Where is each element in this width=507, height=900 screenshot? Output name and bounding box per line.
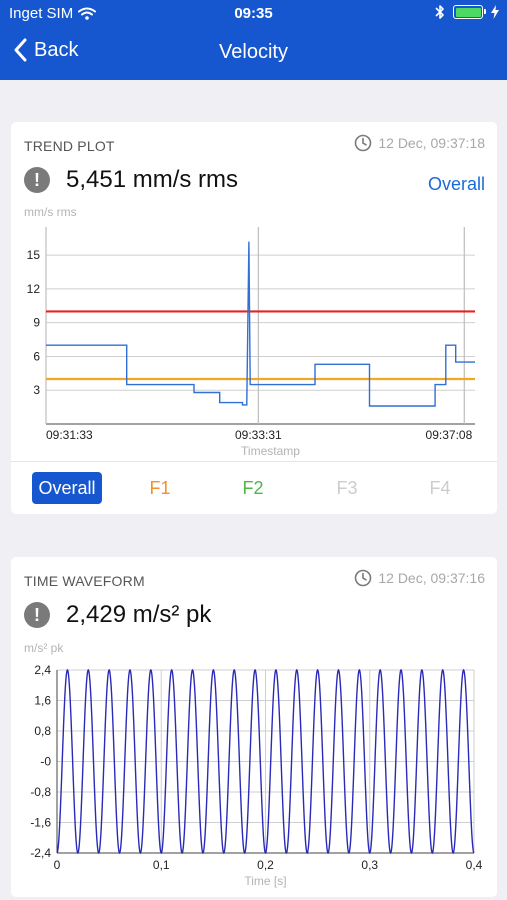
waveform-series-line xyxy=(56,668,475,855)
overall-link[interactable]: Overall xyxy=(427,174,485,194)
x-tick-label: 0,1 xyxy=(153,858,170,872)
waveform-value-row: ! 2,429 m/s² pk xyxy=(24,601,211,629)
trend-value: 5,451 mm/s rms xyxy=(66,166,239,193)
back-button[interactable]: Back xyxy=(14,38,78,62)
page-title: Velocity xyxy=(219,41,288,63)
waveform-chart[interactable]: 2,4 1,6 0,8 -0 -0,8 -1,6 -2,40 0,1 0,2 0,3 0,4 Time… xyxy=(11,657,497,897)
y-tick-label: 0,8 xyxy=(34,724,51,738)
x-tick-label: 09:37:08 xyxy=(426,428,473,442)
y-tick-label: 2,4 xyxy=(34,663,51,677)
y-tick-label: 6 xyxy=(33,349,40,363)
waveform-header: TIME WAVEFORM xyxy=(24,573,145,589)
tab-overall[interactable]: Overall xyxy=(32,472,102,504)
trend-series-line xyxy=(46,241,475,407)
alert-icon: ! xyxy=(24,167,50,193)
x-tick-label: 0,3 xyxy=(361,858,378,872)
trend-timestamp-text: 12 Dec, 09:37:18 xyxy=(378,135,485,151)
trend-timestamp: 12 Dec, 09:37:18 xyxy=(354,134,485,152)
trend-chart[interactable]: 3 6 9 12 15 09:31:33 09:33:31 09:37:08 Timestamp xyxy=(11,227,497,462)
navigation-bar: Back Velocity xyxy=(0,30,507,74)
x-axis-label: Time [s] xyxy=(244,874,286,888)
x-tick-label: 0 xyxy=(54,858,61,872)
wifi-icon xyxy=(78,7,97,20)
waveform-unit: m/s² pk xyxy=(24,641,64,655)
waveform-timestamp-text: 12 Dec, 09:37:16 xyxy=(378,570,485,586)
charging-icon xyxy=(491,5,499,19)
divider xyxy=(11,461,497,462)
trend-plot-card[interactable]: TREND PLOT 12 Dec, 09:37:18 ! 5,451 mm/s… xyxy=(11,122,497,514)
top-bar: Inget SIM 09:35 Back Velocity xyxy=(0,0,507,80)
trend-plot-header: TREND PLOT xyxy=(24,138,115,154)
y-tick-label: 9 xyxy=(33,316,40,330)
y-tick-label: -0 xyxy=(40,755,51,769)
y-tick-label: -2,4 xyxy=(30,846,51,860)
tab-f2[interactable]: F2 xyxy=(242,477,264,498)
y-tick-label: 3 xyxy=(33,383,40,397)
clock-icon xyxy=(355,134,372,152)
tab-f1[interactable]: F1 xyxy=(149,477,171,498)
y-tick-label: -1,6 xyxy=(30,816,51,830)
carrier: Inget SIM xyxy=(9,5,97,22)
battery-icon xyxy=(453,5,486,19)
y-tick-label: 12 xyxy=(27,282,41,296)
y-tick-label: -0,8 xyxy=(30,785,51,799)
trend-value-row: ! 5,451 mm/s rms xyxy=(24,166,238,194)
x-axis-label: Timestamp xyxy=(241,444,300,458)
bluetooth-icon xyxy=(435,5,444,19)
y-tick-label: 15 xyxy=(27,248,41,262)
alert-icon: ! xyxy=(24,602,50,628)
x-tick-label: 09:31:33 xyxy=(46,428,93,442)
status-bar: Inget SIM 09:35 xyxy=(0,0,507,28)
tab-f3[interactable]: F3 xyxy=(336,477,358,498)
tab-f4[interactable]: F4 xyxy=(429,477,451,498)
status-time: 09:35 xyxy=(234,5,273,22)
x-tick-label: 0,4 xyxy=(466,858,483,872)
waveform-timestamp: 12 Dec, 09:37:16 xyxy=(354,569,485,587)
y-tick-label: 1,6 xyxy=(34,694,51,708)
waveform-value: 2,429 m/s² pk xyxy=(66,601,212,628)
waveform-card[interactable]: TIME WAVEFORM 12 Dec, 09:37:16 ! 2,429 m… xyxy=(11,557,497,897)
x-tick-label: 09:33:31 xyxy=(235,428,282,442)
chevron-left-icon xyxy=(14,38,27,62)
trend-unit: mm/s rms xyxy=(24,205,77,219)
back-label: Back xyxy=(34,38,79,61)
clock-icon xyxy=(355,569,372,587)
carrier-label: Inget SIM xyxy=(9,5,74,22)
x-tick-label: 0,2 xyxy=(257,858,274,872)
